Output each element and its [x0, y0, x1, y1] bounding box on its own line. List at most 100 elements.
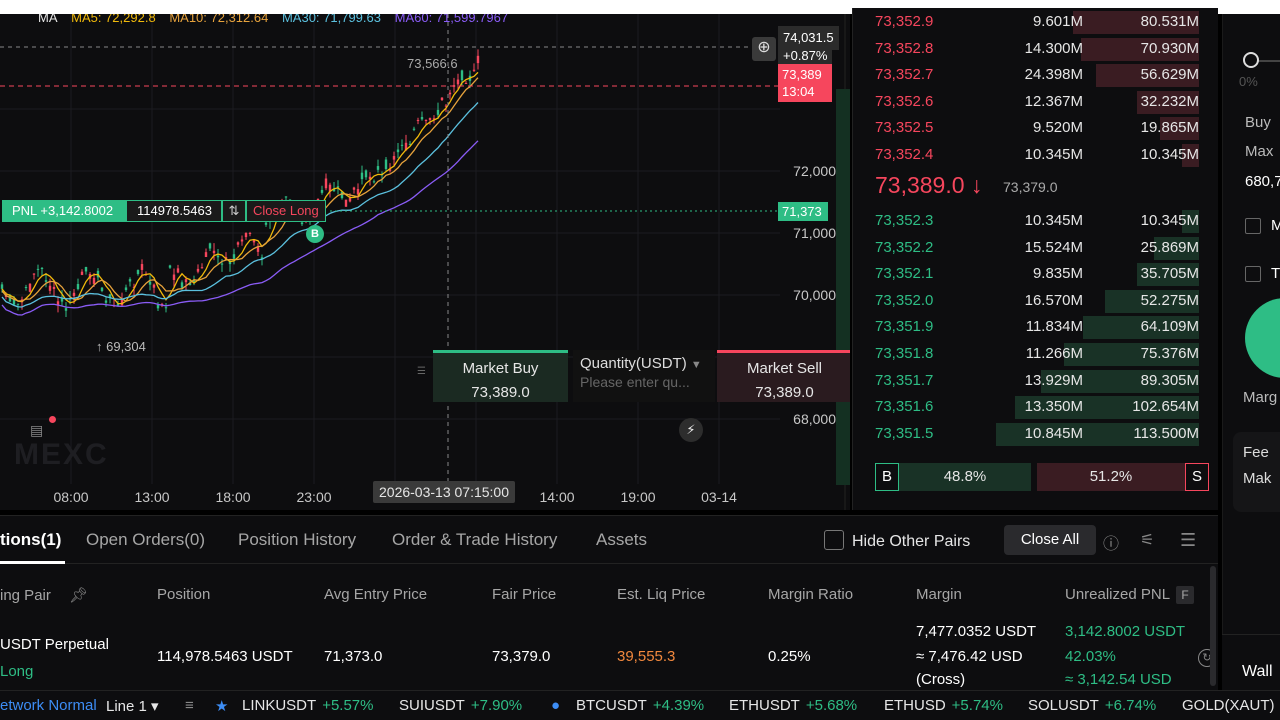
market-buy-price: 73,389.0 — [471, 384, 530, 401]
ask-row[interactable]: 73,352.8 14.300M 70.930M — [853, 36, 1219, 62]
calendar-icon[interactable]: ▤ — [30, 416, 56, 440]
unrealized-pnl-usd: ≈ 3,142.54 USD — [1065, 671, 1172, 688]
reverse-position-icon[interactable]: ⇅ — [222, 200, 246, 222]
candle-body — [336, 186, 340, 188]
ask-row[interactable]: 73,352.5 9.520M 19.865M — [853, 115, 1219, 141]
candle-body — [448, 92, 452, 95]
candle-body — [184, 279, 188, 283]
candle-body — [200, 267, 204, 269]
positions-scrollbar[interactable] — [1210, 566, 1216, 686]
candle-body — [400, 144, 404, 146]
info-icon[interactable]: ⓘ — [1103, 536, 1120, 553]
bid-row[interactable]: 73,352.2 15.524M 25.869M — [853, 235, 1219, 261]
candle-body — [260, 257, 264, 260]
tab-position-history[interactable]: Position History — [238, 530, 357, 549]
candle-body — [464, 82, 468, 84]
order-price: 73,352.3 — [875, 212, 934, 229]
hide-other-pairs-toggle[interactable]: Hide Other Pairs — [824, 530, 970, 551]
depth-bar — [1073, 11, 1199, 34]
open-long-button[interactable] — [1245, 298, 1280, 378]
leverage-slider-track[interactable] — [1253, 60, 1280, 62]
candle-body — [220, 263, 224, 265]
bid-row[interactable]: 73,351.8 11.266M 75.376M — [853, 341, 1219, 367]
market-sell-button[interactable]: Market Sell 73,389.0 — [717, 350, 850, 402]
unrealized-pnl-pct: 42.03% — [1065, 648, 1116, 665]
candle-body — [372, 181, 376, 183]
ticker-item[interactable]: GOLD(XAUT) — [1182, 697, 1275, 714]
bid-row[interactable]: 73,352.0 16.570M 52.275M — [853, 288, 1219, 314]
hide-other-pairs-checkbox[interactable] — [824, 530, 844, 550]
price-chart[interactable]: MA MA5: 72,292.8 MA10: 72,312.64 MA30: 7… — [0, 14, 850, 510]
leverage-slider-knob[interactable] — [1243, 52, 1259, 68]
list-icon[interactable]: ≡ — [185, 697, 194, 714]
tab-assets[interactable]: Assets — [596, 530, 648, 549]
market-buy-button[interactable]: Market Buy 73,389.0 — [433, 350, 568, 402]
pin-icon[interactable]: 📌︎ — [69, 587, 89, 604]
bid-row[interactable]: 73,351.7 13.929M 89.305M — [853, 368, 1219, 394]
ma-legend-label: MA — [38, 14, 58, 25]
star-icon[interactable]: ★ — [215, 698, 229, 715]
line-selector[interactable]: Line 1 ▾ — [106, 698, 159, 715]
ask-row[interactable]: 73,352.7 24.398M 56.629M — [853, 62, 1219, 88]
drag-handle-icon[interactable]: ☰ — [417, 366, 426, 377]
candle-body — [404, 142, 408, 151]
lightning-icon[interactable]: ⚡ — [679, 418, 703, 442]
candle-body — [444, 105, 448, 107]
network-status[interactable]: etwork Normal — [0, 697, 97, 714]
option-checkbox[interactable] — [1245, 266, 1261, 282]
order-price: 73,352.4 — [875, 146, 934, 163]
quantity-input[interactable] — [580, 374, 710, 390]
sell-ratio-bar: 51.2% — [1037, 463, 1185, 491]
order-amount: 14.300M — [1024, 39, 1083, 57]
ask-row[interactable]: 73,352.4 10.345M 10.345M — [853, 142, 1219, 168]
bid-row[interactable]: 73,351.6 13.350M 102.654M — [853, 394, 1219, 420]
candle-body — [120, 299, 124, 306]
candle-body — [180, 282, 184, 288]
ticker-item[interactable]: SOLUSDT +6.74% — [1028, 697, 1156, 714]
ticker-item[interactable]: SUIUSDT +7.90% — [399, 697, 522, 714]
close-long-button[interactable]: Close Long — [246, 200, 326, 222]
ticker-item[interactable]: ETHUSD +5.74% — [884, 697, 1003, 714]
position-pair[interactable]: USDT Perpetual — [0, 636, 109, 653]
ask-row[interactable]: 73,352.6 12.367M 32.232M — [853, 89, 1219, 115]
tab-open-orders[interactable]: Open Orders(0) — [86, 530, 206, 549]
ticker-item[interactable]: ETHUSDT +5.68% — [729, 697, 857, 714]
bid-row[interactable]: 73,351.9 11.834M 64.109M — [853, 314, 1219, 340]
candle-body — [168, 265, 172, 268]
candle-countdown: 13:04 — [782, 84, 815, 99]
quantity-unit-selector[interactable]: Quantity(USDT) ▼ — [580, 355, 708, 372]
candle-body — [388, 169, 392, 171]
order-total: 56.629M — [1140, 66, 1199, 84]
crosshair-price-label: 74,031.5 — [778, 26, 839, 50]
ticker-item[interactable]: LINKUSDT +5.57% — [242, 697, 373, 714]
candle-body — [344, 199, 348, 207]
order-amount: 10.345M — [1024, 212, 1083, 229]
current-price-tag: 73,389 13:04 — [778, 64, 832, 102]
candle-body — [252, 240, 256, 243]
option-checkbox[interactable] — [1245, 218, 1261, 234]
wallet-label[interactable]: Wall — [1242, 663, 1273, 680]
crosshair-price: 74,031.5 — [783, 30, 834, 45]
order-total: 19.865M — [1140, 119, 1199, 137]
candle-body — [32, 273, 36, 275]
max-value: 680,7 — [1245, 173, 1280, 190]
order-amount: 9.601M — [1032, 13, 1083, 30]
add-alert-button[interactable]: ⊕ — [752, 37, 776, 61]
candle-body — [460, 70, 464, 81]
bid-row[interactable]: 73,352.3 10.345M 10.345M — [853, 208, 1219, 234]
candlestick-canvas[interactable] — [0, 14, 850, 510]
tab-positions[interactable]: tions(1) — [0, 530, 62, 549]
menu-icon[interactable]: ☰ — [1180, 530, 1197, 550]
ma60-value: MA60: 71,599.7967 — [394, 14, 509, 25]
filter-settings-icon[interactable]: ⚟ — [1140, 532, 1155, 549]
tab-order-trade-history[interactable]: Order & Trade History — [392, 530, 558, 549]
bid-row[interactable]: 73,351.5 10.845M 113.500M — [853, 421, 1219, 447]
pnl-mode-badge[interactable]: F — [1176, 586, 1195, 604]
depth-bar — [1041, 369, 1199, 393]
fee-label: Fee — [1243, 444, 1269, 461]
ticker-item[interactable]: BTCUSDT +4.39% — [576, 697, 704, 714]
ask-row[interactable]: 73,352.9 9.601M 80.531M — [853, 9, 1219, 35]
bid-row[interactable]: 73,352.1 9.835M 35.705M — [853, 261, 1219, 287]
ticker-change: +7.90% — [470, 697, 523, 714]
close-all-button[interactable]: Close All — [1004, 525, 1096, 555]
